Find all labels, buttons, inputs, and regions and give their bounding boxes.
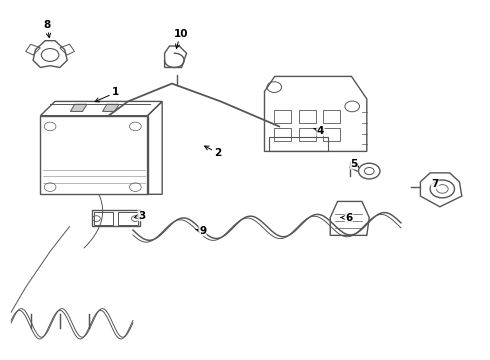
Text: 1: 1 — [95, 87, 120, 102]
Bar — [274, 128, 291, 141]
Text: 9: 9 — [196, 226, 206, 236]
Bar — [118, 212, 138, 225]
Bar — [94, 212, 114, 225]
Text: 3: 3 — [134, 211, 146, 221]
Bar — [323, 111, 340, 123]
Bar — [270, 137, 328, 152]
Text: 7: 7 — [431, 179, 439, 189]
Bar — [274, 111, 291, 123]
Text: 6: 6 — [341, 212, 352, 222]
Bar — [298, 128, 316, 141]
Text: 10: 10 — [173, 28, 188, 48]
Text: 8: 8 — [43, 19, 50, 37]
Polygon shape — [71, 104, 87, 111]
Bar — [323, 128, 340, 141]
Polygon shape — [102, 104, 119, 111]
Text: 5: 5 — [350, 159, 359, 169]
Text: 2: 2 — [204, 146, 222, 158]
Bar — [298, 111, 316, 123]
Bar — [92, 210, 140, 226]
Text: 4: 4 — [314, 126, 324, 136]
